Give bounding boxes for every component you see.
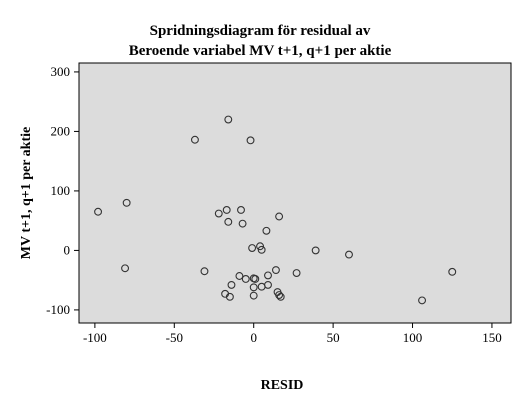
scatter-point — [251, 275, 260, 283]
y-tick-label: 100 — [51, 183, 71, 198]
data-points — [94, 115, 457, 305]
scatter-point — [238, 219, 247, 228]
y-tick-label: 0 — [64, 242, 71, 257]
scatter-point — [122, 198, 131, 207]
y-axis-label: MV t+1, q+1 per aktie — [19, 127, 34, 260]
scatter-point — [264, 271, 272, 280]
scatter-point — [237, 206, 245, 214]
scatter-point — [241, 275, 250, 283]
scatter-point — [257, 245, 266, 254]
scatter-point — [249, 291, 258, 300]
scatter-point — [292, 269, 301, 277]
scatter-point — [225, 292, 234, 301]
x-axis-label: RESID — [261, 378, 304, 393]
chart-title: Spridningsdiagram för residual av — [150, 23, 371, 39]
scatter-point — [345, 250, 353, 259]
scatter-point — [311, 246, 320, 255]
scatter-point — [249, 283, 258, 292]
scatter-point — [418, 296, 427, 305]
y-tick-label: -100 — [46, 302, 70, 317]
scatter-point — [275, 291, 284, 299]
x-axis: -100 -50 0 50 100 150 — [83, 323, 502, 345]
scatter-point — [121, 264, 130, 273]
scatter-point — [214, 209, 223, 218]
scatter-point — [227, 280, 236, 289]
scatter-point — [190, 135, 199, 144]
x-tick-label: 0 — [250, 330, 257, 345]
scatter-point — [94, 207, 103, 216]
x-tick-label: 150 — [482, 330, 502, 345]
plot-area — [78, 62, 512, 324]
scatter-point — [262, 226, 271, 235]
scatter-point — [235, 272, 244, 280]
scatter-point — [275, 212, 284, 221]
x-tick-label: -50 — [166, 330, 183, 345]
scatter-point — [276, 292, 285, 301]
scatter-point — [200, 267, 209, 276]
chart-subtitle: Beroende variabel MV t+1, q+1 per aktie — [129, 43, 392, 59]
scatter-point — [448, 267, 457, 276]
y-tick-label: 300 — [51, 64, 71, 79]
x-tick-label: 50 — [327, 330, 340, 345]
scatter-point — [224, 115, 233, 124]
x-tick-label: -100 — [83, 330, 107, 345]
scatter-point — [224, 217, 233, 226]
scatter-point — [248, 244, 257, 252]
scatter-point — [256, 242, 265, 251]
y-axis: -100 0 100 200 300 — [46, 64, 79, 317]
x-tick-label: 100 — [403, 330, 423, 345]
scatter-point — [264, 280, 272, 289]
scatter-point — [222, 206, 231, 214]
y-tick-label: 200 — [51, 123, 71, 138]
scatter-point — [246, 136, 255, 145]
scatter-point — [271, 266, 280, 274]
